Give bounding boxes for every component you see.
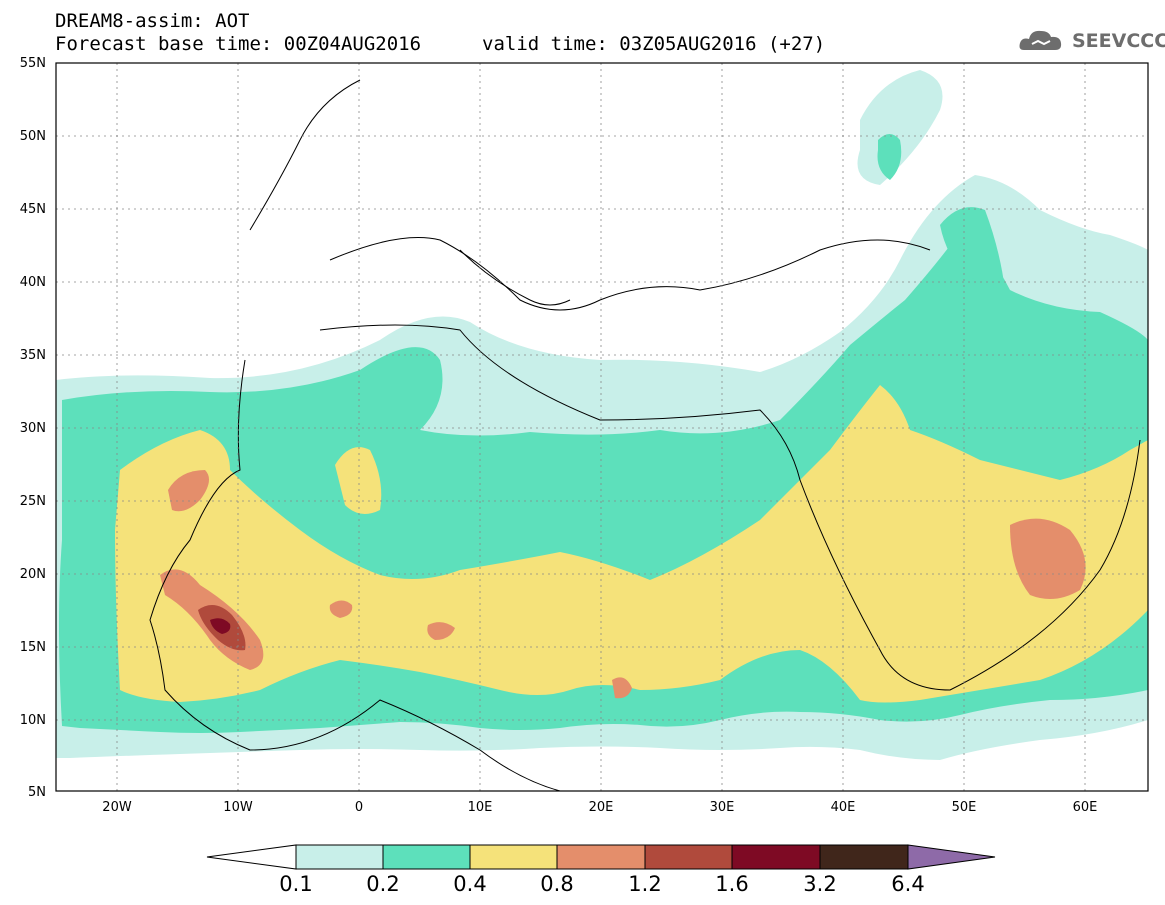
colorbar-label: 0.8 bbox=[540, 872, 574, 896]
colorbar-label: 3.2 bbox=[803, 872, 837, 896]
aot-contour-1.6 bbox=[210, 618, 231, 634]
colorbar-label: 6.4 bbox=[891, 872, 925, 896]
aot-field bbox=[56, 70, 1148, 760]
colorbar-swatch-0.2 bbox=[382, 844, 471, 870]
lat-label: 25N bbox=[19, 494, 46, 509]
colorbar bbox=[206, 844, 996, 870]
lat-label: 15N bbox=[19, 640, 46, 655]
colorbar-label: 1.2 bbox=[628, 872, 662, 896]
lat-label: 40N bbox=[19, 275, 46, 290]
colorbar-swatch-0.8 bbox=[556, 844, 646, 870]
lon-label: 30E bbox=[709, 800, 735, 815]
aot-contour-0.4-b bbox=[335, 447, 382, 514]
aot-contour-0.8-3 bbox=[1010, 518, 1086, 599]
colorbar-swatch-1.2 bbox=[644, 844, 733, 870]
lon-label: 40E bbox=[830, 800, 856, 815]
lon-label: 10W bbox=[223, 800, 253, 815]
colorbar-label: 0.2 bbox=[366, 872, 400, 896]
aot-contour-0.2-caspian bbox=[940, 207, 1005, 290]
aot-contour-0.8-6 bbox=[612, 677, 632, 699]
cloud-logo-icon bbox=[1019, 30, 1062, 50]
logo-text: SEEVCCC bbox=[1072, 30, 1165, 52]
lat-label: 55N bbox=[19, 56, 46, 71]
chart-title: DREAM8-assim: AOT bbox=[55, 10, 250, 32]
colorbar-swatch-0.1 bbox=[295, 844, 384, 870]
valid-time: valid time: 03Z05AUG2016 (+27) bbox=[482, 33, 826, 55]
colorbar-swatch-0.4 bbox=[469, 844, 558, 870]
colorbar-low-arrow bbox=[206, 844, 297, 870]
colorbar-label: 0.4 bbox=[453, 872, 487, 896]
colorbar-label: 0.1 bbox=[279, 872, 313, 896]
colorbar-swatch-1.6 bbox=[731, 844, 821, 870]
lat-label: 10N bbox=[19, 713, 46, 728]
map-frame bbox=[55, 62, 1149, 792]
coastlines bbox=[149, 79, 1141, 791]
aot-contour-0.4 bbox=[115, 385, 1148, 703]
colorbar-label: 1.6 bbox=[715, 872, 749, 896]
lat-label: 50N bbox=[19, 129, 46, 144]
lat-label: 30N bbox=[19, 421, 46, 436]
aot-contour-0.8-2 bbox=[168, 470, 209, 512]
lon-label: 0 bbox=[354, 800, 364, 815]
colorbar-swatch-3.2 bbox=[819, 844, 909, 870]
lon-label: 50E bbox=[951, 800, 977, 815]
aot-contour-0.8-4 bbox=[329, 600, 353, 618]
colorbar-high-arrow bbox=[907, 844, 996, 870]
lon-label: 60E bbox=[1072, 800, 1098, 815]
lon-label: 20W bbox=[102, 800, 132, 815]
aot-contour-0.2-north bbox=[877, 134, 902, 180]
lat-label: 5N bbox=[28, 785, 46, 800]
forecast-base-time: Forecast base time: 00Z04AUG2016 bbox=[55, 33, 422, 55]
lat-label: 45N bbox=[19, 202, 46, 217]
lon-label: 20E bbox=[588, 800, 614, 815]
aot-contour-0.8-5 bbox=[427, 622, 455, 640]
lon-label: 10E bbox=[467, 800, 493, 815]
lat-label: 35N bbox=[19, 348, 46, 363]
aot-contour-0.1-north bbox=[857, 70, 943, 185]
lat-label: 20N bbox=[19, 567, 46, 582]
grid-lines bbox=[56, 63, 1148, 791]
